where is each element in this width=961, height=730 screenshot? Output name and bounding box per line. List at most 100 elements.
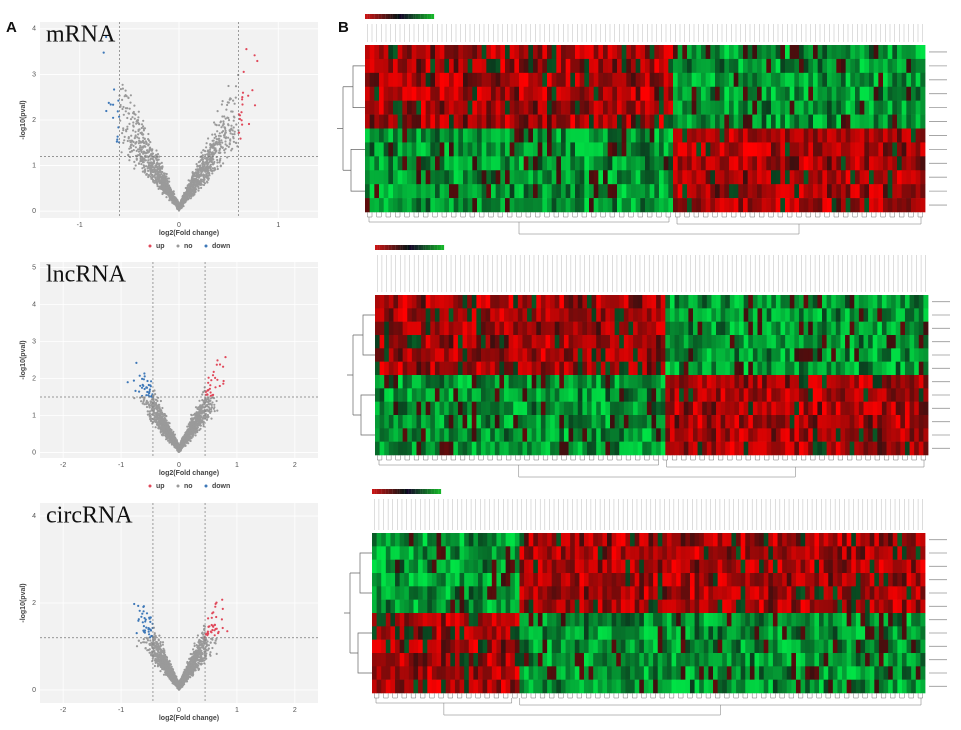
- point: [241, 96, 244, 99]
- point: [213, 629, 216, 632]
- heatmap-cell: [365, 100, 371, 115]
- point: [189, 183, 192, 187]
- point: [201, 643, 204, 647]
- point: [153, 646, 156, 650]
- point: [163, 191, 166, 194]
- heatmap-cell: [365, 72, 371, 88]
- point: [209, 654, 212, 657]
- point: [213, 410, 216, 413]
- point: [209, 167, 212, 170]
- point: [216, 167, 219, 171]
- point: [209, 641, 212, 644]
- heatmap-cell: [369, 156, 375, 171]
- point: [143, 142, 146, 145]
- point: [205, 146, 208, 149]
- point: [206, 389, 209, 392]
- point: [224, 117, 227, 120]
- point: [211, 401, 214, 404]
- heatmap-cell: [388, 170, 394, 185]
- heatmap-cell: [388, 198, 394, 213]
- point: [215, 150, 218, 153]
- point: [168, 659, 171, 663]
- point: [156, 656, 159, 659]
- point: [214, 602, 217, 606]
- point: [134, 130, 137, 133]
- point: [222, 379, 225, 383]
- point: [207, 137, 210, 140]
- point: [193, 654, 196, 658]
- heatmap-cell: [369, 114, 375, 129]
- point: [214, 386, 217, 389]
- point: [140, 163, 143, 166]
- point: [236, 145, 239, 148]
- point: [181, 443, 185, 446]
- point: [193, 193, 196, 196]
- point: [146, 649, 149, 652]
- point: [123, 139, 126, 142]
- point: [160, 161, 163, 164]
- point: [197, 176, 200, 179]
- point: [146, 379, 149, 383]
- legend-label: no: [184, 483, 193, 490]
- point: [138, 128, 141, 131]
- point: [211, 144, 214, 147]
- panel-label: B: [338, 19, 349, 36]
- point: [135, 645, 139, 648]
- point: [212, 370, 215, 373]
- point: [237, 73, 240, 77]
- point: [170, 435, 174, 438]
- heatmap-cell: [379, 142, 385, 157]
- point: [166, 186, 169, 189]
- heatmap-cell: [369, 58, 375, 74]
- point: [253, 54, 256, 57]
- point: [188, 664, 191, 668]
- point: [210, 616, 213, 619]
- point: [147, 159, 150, 162]
- point: [168, 192, 171, 195]
- point: [170, 665, 173, 668]
- point: [189, 652, 192, 656]
- point: [215, 399, 218, 403]
- point: [122, 105, 125, 109]
- heatmap-cell: [402, 128, 408, 143]
- heatmap-cell: [402, 156, 408, 171]
- heatmap-cell: [365, 142, 371, 157]
- point: [172, 675, 175, 679]
- point: [138, 609, 141, 612]
- point: [190, 414, 193, 417]
- point: [123, 95, 126, 98]
- heatmap-cell: [365, 184, 371, 199]
- point: [223, 136, 226, 139]
- point: [146, 161, 149, 164]
- point: [138, 137, 141, 140]
- point: [117, 99, 120, 102]
- point: [204, 633, 207, 636]
- heatmap-cell: [402, 58, 408, 74]
- point: [159, 644, 162, 647]
- point: [147, 630, 150, 633]
- point: [202, 401, 205, 404]
- point: [229, 128, 232, 131]
- point: [172, 441, 175, 444]
- heatmap-cell: [397, 114, 403, 129]
- point: [185, 431, 188, 434]
- point: [165, 196, 168, 199]
- point: [109, 103, 112, 106]
- point: [231, 110, 234, 113]
- heatmap-cell: [397, 72, 403, 88]
- point: [181, 685, 184, 688]
- point: [192, 190, 195, 193]
- y-tick-label: 2: [32, 375, 36, 382]
- point: [221, 598, 224, 601]
- point: [150, 634, 153, 638]
- point: [213, 133, 217, 136]
- point: [144, 620, 147, 623]
- heatmap-cell: [388, 114, 394, 129]
- point: [158, 170, 161, 173]
- point: [217, 134, 220, 137]
- point: [218, 161, 221, 164]
- point: [184, 674, 187, 677]
- point: [171, 678, 174, 681]
- point: [149, 141, 152, 144]
- point: [167, 434, 170, 437]
